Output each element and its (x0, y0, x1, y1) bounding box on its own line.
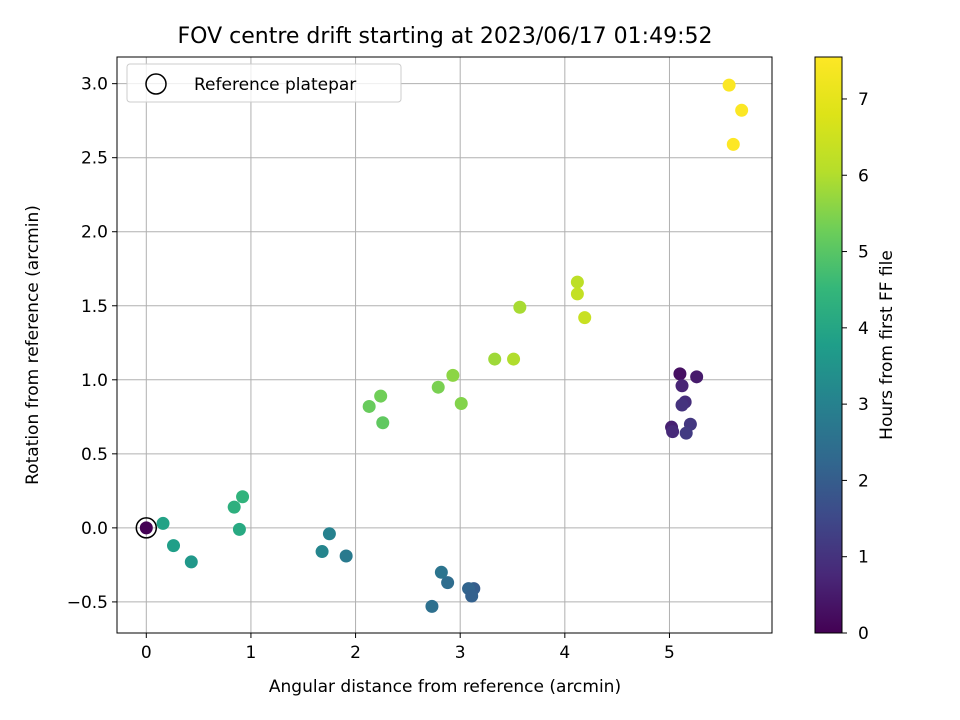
y-tick-label: −0.5 (67, 593, 108, 613)
data-point (675, 379, 689, 393)
data-point (315, 545, 329, 559)
data-point (139, 521, 153, 535)
y-tick-label: 1.5 (81, 297, 108, 317)
data-point (726, 137, 740, 151)
data-point (690, 370, 704, 384)
x-tick-label: 5 (664, 643, 675, 663)
data-point (362, 399, 376, 413)
data-point (675, 398, 689, 412)
data-point (232, 522, 246, 536)
colorbar-tick-label: 0 (858, 624, 869, 644)
data-point (374, 389, 388, 403)
grid-lines (117, 57, 772, 633)
legend-marker-open-circle (145, 73, 167, 95)
data-point (666, 425, 680, 439)
colorbar-tick-label: 7 (858, 90, 869, 110)
y-tick-label: 0.0 (81, 519, 108, 539)
colorbar-tick-label: 3 (858, 395, 869, 415)
data-point (431, 380, 445, 394)
plot-area (116, 56, 773, 634)
data-point (236, 490, 250, 504)
colorbar-label: Hours from first FF file (877, 250, 897, 440)
y-axis-ticks: −0.5 0.0 0.5 1.0 1.5 2.0 2.5 3.0 (67, 75, 117, 613)
data-point (376, 416, 390, 430)
x-tick-label: 0 (141, 643, 152, 663)
reference-platepar-marker (135, 517, 158, 539)
data-point (507, 352, 521, 366)
legend-box (126, 63, 402, 103)
data-point (673, 367, 687, 381)
x-tick-label: 3 (455, 643, 466, 663)
x-tick-label: 1 (246, 643, 257, 663)
colorbar-tick-label: 6 (858, 166, 869, 186)
data-point (570, 275, 584, 289)
x-tick-label: 4 (559, 643, 570, 663)
colorbar-tick-label: 4 (858, 319, 869, 339)
x-axis-title: Angular distance from reference (arcmin) (269, 677, 621, 697)
legend-label-reference-platepar: Reference platepar (194, 75, 356, 95)
plot-frame (116, 56, 773, 634)
x-tick-label: 2 (350, 643, 361, 663)
data-point (679, 426, 693, 440)
data-point (425, 599, 439, 613)
data-point (513, 300, 527, 314)
y-tick-label: 2.0 (81, 223, 108, 243)
data-point (488, 352, 502, 366)
data-point (322, 527, 336, 541)
colorbar-ticks: 0 1 2 3 4 5 6 7 (842, 90, 869, 644)
colorbar-tick-label: 5 (858, 243, 869, 263)
scatter-points (135, 78, 749, 613)
y-tick-label: 3.0 (81, 75, 108, 95)
legend: Reference platepar (126, 63, 402, 103)
y-tick-label: 0.5 (81, 445, 108, 465)
data-point (578, 311, 592, 325)
data-point (570, 287, 584, 301)
data-point (156, 516, 170, 530)
colorbar-gradient (814, 56, 843, 634)
data-point (441, 576, 455, 590)
data-point (454, 396, 468, 410)
data-point (227, 500, 241, 514)
chart-title: FOV centre drift starting at 2023/06/17 … (178, 24, 713, 49)
data-point (434, 565, 448, 579)
y-axis-title: Rotation from reference (arcmin) (23, 205, 43, 485)
data-point (465, 589, 479, 603)
colorbar-tick-label: 2 (858, 471, 869, 491)
data-point (339, 549, 353, 563)
data-point (446, 368, 460, 382)
x-axis-ticks: 0 1 2 3 4 5 (141, 633, 675, 663)
data-point (184, 555, 198, 569)
data-point (722, 78, 736, 92)
y-tick-label: 1.0 (81, 371, 108, 391)
data-point (735, 103, 749, 117)
y-tick-label: 2.5 (81, 149, 108, 169)
colorbar-tick-label: 1 (858, 548, 869, 568)
colorbar: 0 1 2 3 4 5 6 7 Hours from first FF file (814, 56, 897, 644)
data-point (167, 539, 181, 553)
